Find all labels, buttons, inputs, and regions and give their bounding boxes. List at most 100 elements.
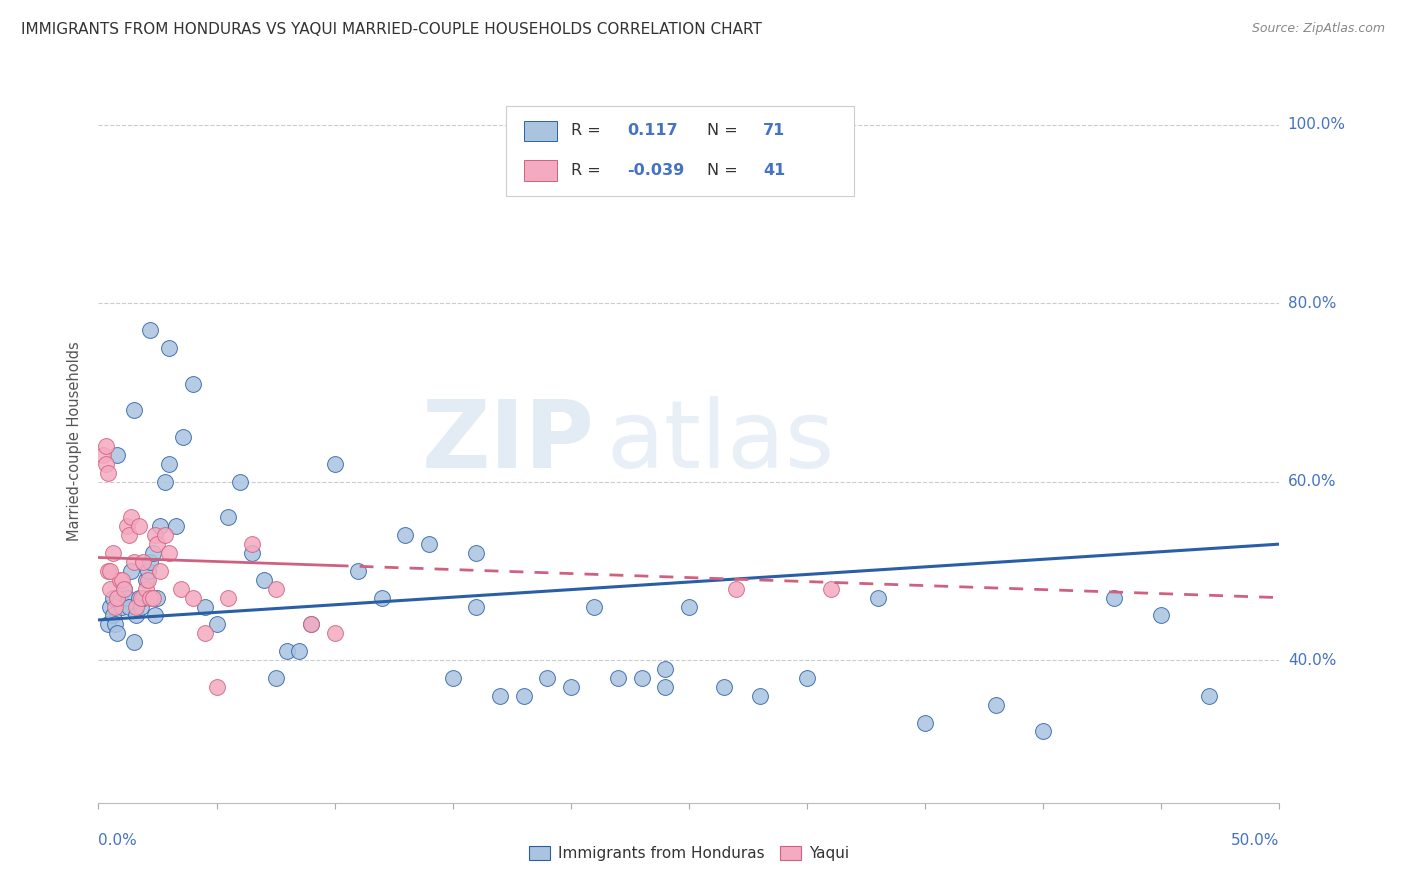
Point (105, 448, 128, 462)
Y-axis label: Married-couple Households: Married-couple Households (67, 342, 83, 541)
Point (678, 599, 700, 614)
Point (165, 519, 187, 533)
Point (194, 599, 217, 614)
Point (121, 510, 143, 524)
Point (1198, 689, 1220, 703)
Point (512, 689, 534, 703)
Text: ZIP: ZIP (422, 395, 595, 488)
Text: 100.0%: 100.0% (1288, 118, 1346, 132)
Point (820, 582, 842, 596)
Point (984, 698, 1007, 712)
Point (101, 546, 124, 560)
Point (205, 680, 228, 694)
Point (153, 528, 176, 542)
Point (264, 671, 287, 685)
Point (125, 608, 148, 623)
Point (136, 564, 159, 578)
Point (725, 582, 748, 596)
Point (142, 546, 165, 560)
Point (118, 599, 141, 614)
Point (104, 599, 127, 614)
Point (181, 376, 204, 391)
Point (172, 430, 194, 444)
Point (157, 341, 180, 355)
Point (91, 448, 114, 462)
Point (94, 439, 117, 453)
Point (1150, 608, 1173, 623)
Point (153, 475, 176, 489)
Point (866, 591, 889, 605)
Point (536, 671, 558, 685)
Point (796, 671, 818, 685)
Point (654, 680, 676, 694)
Point (111, 573, 134, 587)
FancyBboxPatch shape (523, 161, 557, 181)
Point (143, 528, 166, 542)
FancyBboxPatch shape (506, 105, 855, 196)
Point (288, 644, 311, 658)
Point (135, 573, 157, 587)
Text: 50.0%: 50.0% (1232, 833, 1279, 848)
Point (142, 591, 165, 605)
Point (748, 689, 770, 703)
Point (149, 519, 172, 533)
Text: IMMIGRANTS FROM HONDURAS VS YAQUI MARRIED-COUPLE HOUSEHOLDS CORRELATION CHART: IMMIGRANTS FROM HONDURAS VS YAQUI MARRIE… (21, 22, 762, 37)
Point (654, 662, 676, 676)
Point (128, 519, 150, 533)
Point (441, 671, 464, 685)
Point (323, 626, 346, 640)
Text: N =: N = (707, 123, 742, 138)
Text: 80.0%: 80.0% (1288, 296, 1336, 310)
Point (323, 457, 346, 471)
Point (394, 528, 416, 542)
Point (101, 608, 124, 623)
Point (98, 564, 121, 578)
Text: 0.117: 0.117 (627, 123, 678, 138)
Text: R =: R = (571, 123, 606, 138)
Point (240, 537, 263, 551)
Point (299, 617, 322, 632)
Point (98, 599, 121, 614)
Legend: Immigrants from Honduras, Yaqui: Immigrants from Honduras, Yaqui (523, 839, 855, 867)
Text: 0.0%: 0.0% (98, 833, 138, 848)
Text: 40.0%: 40.0% (1288, 653, 1336, 667)
Point (149, 564, 172, 578)
Point (111, 599, 134, 614)
Point (139, 323, 162, 337)
Point (194, 626, 217, 640)
Point (139, 555, 162, 569)
Point (139, 591, 162, 605)
Point (112, 582, 135, 596)
Text: 71: 71 (763, 123, 786, 138)
Point (146, 537, 169, 551)
Point (630, 671, 652, 685)
Point (97, 466, 120, 480)
Point (229, 475, 252, 489)
Point (125, 599, 148, 614)
Point (489, 689, 512, 703)
Point (1032, 724, 1054, 739)
Point (104, 617, 127, 632)
Point (143, 608, 166, 623)
Point (122, 555, 145, 569)
Point (418, 537, 440, 551)
Point (181, 591, 204, 605)
Point (583, 599, 606, 614)
Point (105, 591, 128, 605)
Text: N =: N = (707, 163, 742, 178)
Point (128, 591, 150, 605)
Point (105, 626, 128, 640)
Text: 41: 41 (763, 163, 786, 178)
Point (465, 599, 488, 614)
Point (465, 546, 488, 560)
Text: atlas: atlas (606, 395, 835, 488)
Point (108, 573, 131, 587)
Point (101, 591, 124, 605)
Point (118, 528, 141, 542)
Point (205, 617, 228, 632)
Point (276, 644, 298, 658)
Point (121, 564, 143, 578)
Point (170, 582, 193, 596)
Point (97, 564, 120, 578)
Point (914, 715, 936, 730)
